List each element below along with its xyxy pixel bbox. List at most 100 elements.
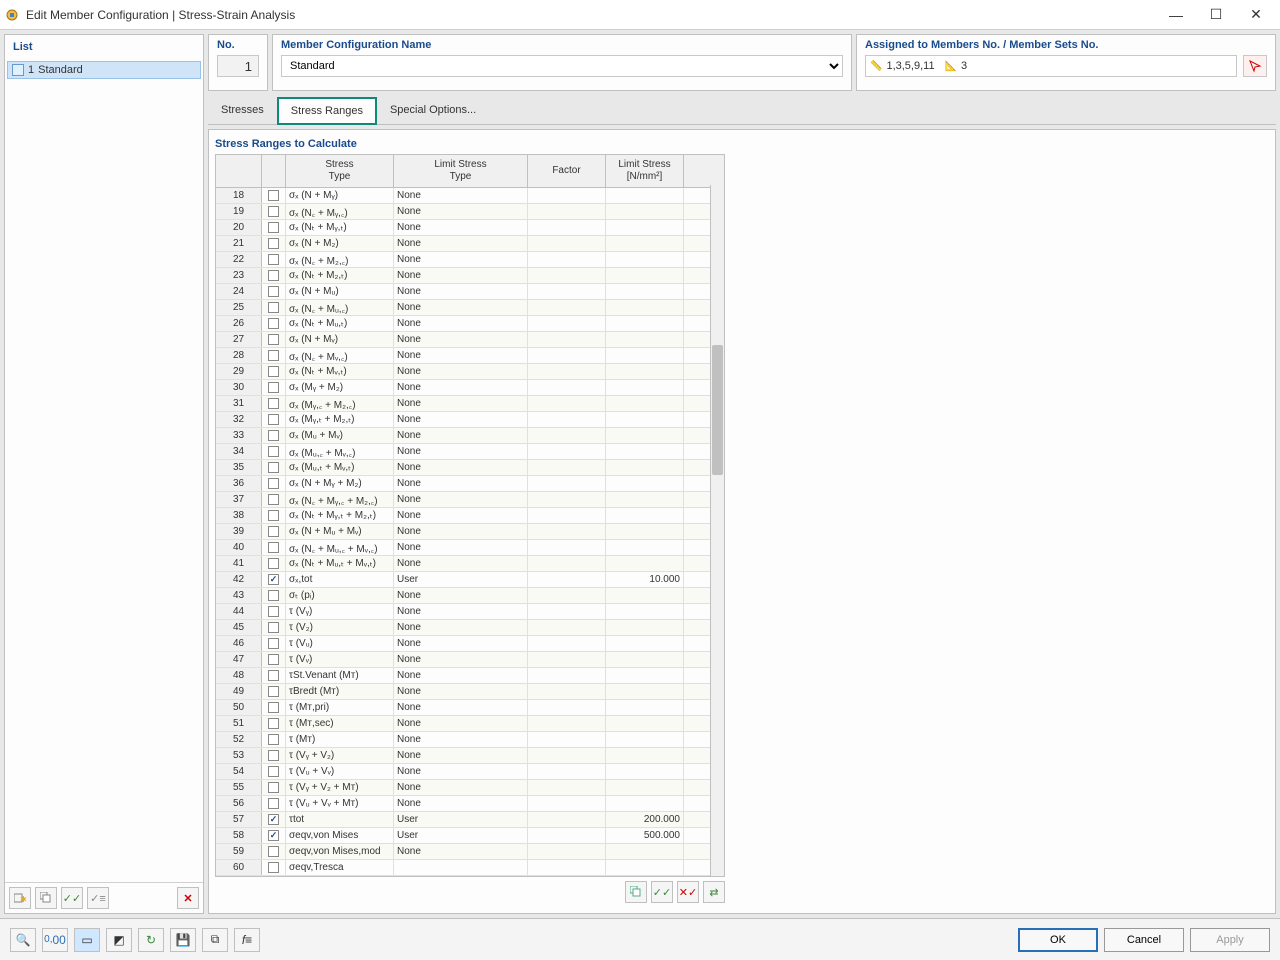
table-row[interactable]: 26σₓ (Nₜ + Mᵤ,ₜ)None	[216, 316, 724, 332]
row-limit-value[interactable]	[606, 332, 684, 347]
check-all-button[interactable]: ✓✓	[61, 887, 83, 909]
row-limit-value[interactable]	[606, 860, 684, 875]
scrollbar[interactable]	[710, 185, 724, 876]
table-row[interactable]: 47τ (Vᵥ)None	[216, 652, 724, 668]
row-limit-type[interactable]: None	[394, 796, 528, 811]
table-row[interactable]: 60σeqv,Tresca	[216, 860, 724, 876]
row-factor[interactable]	[528, 684, 606, 699]
row-factor[interactable]	[528, 604, 606, 619]
row-factor[interactable]	[528, 316, 606, 331]
row-limit-value[interactable]	[606, 236, 684, 251]
row-limit-type[interactable]: None	[394, 556, 528, 571]
row-checkbox[interactable]	[262, 684, 286, 699]
row-factor[interactable]	[528, 572, 606, 587]
row-checkbox[interactable]	[262, 844, 286, 859]
row-limit-value[interactable]	[606, 588, 684, 603]
table-row[interactable]: 29σₓ (Nₜ + Mᵥ,ₜ)None	[216, 364, 724, 380]
table-row[interactable]: 50τ (Mᴛ,pri)None	[216, 700, 724, 716]
row-limit-value[interactable]	[606, 220, 684, 235]
row-limit-value[interactable]	[606, 764, 684, 779]
table-row[interactable]: 39σₓ (N + Mᵤ + Mᵥ)None	[216, 524, 724, 540]
row-factor[interactable]	[528, 524, 606, 539]
row-factor[interactable]	[528, 652, 606, 667]
row-checkbox[interactable]	[262, 764, 286, 779]
row-limit-type[interactable]: None	[394, 844, 528, 859]
row-checkbox[interactable]	[262, 284, 286, 299]
row-limit-type[interactable]: None	[394, 396, 528, 411]
row-limit-type[interactable]: None	[394, 748, 528, 763]
row-limit-value[interactable]: 10.000	[606, 572, 684, 587]
tab-stress-ranges[interactable]: Stress Ranges	[277, 97, 377, 125]
row-limit-type[interactable]: None	[394, 300, 528, 315]
row-limit-type[interactable]: None	[394, 508, 528, 523]
table-row[interactable]: 57τtotUser200.000	[216, 812, 724, 828]
row-checkbox[interactable]	[262, 524, 286, 539]
copy-rows-button[interactable]	[625, 881, 647, 903]
row-checkbox[interactable]	[262, 652, 286, 667]
table-row[interactable]: 25σₓ (N꜀ + Mᵤ,꜀)None	[216, 300, 724, 316]
row-limit-value[interactable]	[606, 540, 684, 555]
row-limit-value[interactable]	[606, 604, 684, 619]
row-factor[interactable]	[528, 540, 606, 555]
row-limit-value[interactable]	[606, 204, 684, 219]
row-checkbox[interactable]	[262, 540, 286, 555]
copy-button[interactable]: ⧉	[202, 928, 228, 952]
row-limit-value[interactable]	[606, 700, 684, 715]
view1-button[interactable]: ▭	[74, 928, 100, 952]
table-row[interactable]: 35σₓ (Mᵤ,ₜ + Mᵥ,ₜ)None	[216, 460, 724, 476]
table-row[interactable]: 52τ (Mᴛ)None	[216, 732, 724, 748]
row-checkbox[interactable]	[262, 444, 286, 459]
row-factor[interactable]	[528, 668, 606, 683]
row-limit-type[interactable]: None	[394, 524, 528, 539]
table-row[interactable]: 58σeqv,von MisesUser500.000	[216, 828, 724, 844]
row-limit-type[interactable]: None	[394, 364, 528, 379]
table-row[interactable]: 42σₓ,totUser10.000	[216, 572, 724, 588]
row-limit-type[interactable]: None	[394, 316, 528, 331]
row-limit-value[interactable]	[606, 732, 684, 747]
table-row[interactable]: 49τBredt (Mᴛ)None	[216, 684, 724, 700]
row-limit-value[interactable]	[606, 316, 684, 331]
row-factor[interactable]	[528, 764, 606, 779]
row-factor[interactable]	[528, 204, 606, 219]
row-checkbox[interactable]	[262, 780, 286, 795]
table-row[interactable]: 18σₓ (N + Mᵧ)None	[216, 188, 724, 204]
row-limit-type[interactable]	[394, 860, 528, 875]
row-factor[interactable]	[528, 188, 606, 203]
row-factor[interactable]	[528, 860, 606, 875]
row-factor[interactable]	[528, 812, 606, 827]
table-row[interactable]: 53τ (Vᵧ + V₂)None	[216, 748, 724, 764]
delete-item-button[interactable]: ✕	[177, 887, 199, 909]
list-item-standard[interactable]: 1 Standard	[7, 61, 201, 79]
check-all-rows-button[interactable]: ✓✓	[651, 881, 673, 903]
table-row[interactable]: 30σₓ (Mᵧ + M₂)None	[216, 380, 724, 396]
row-limit-type[interactable]: None	[394, 668, 528, 683]
row-checkbox[interactable]	[262, 236, 286, 251]
table-row[interactable]: 28σₓ (N꜀ + Mᵥ,꜀)None	[216, 348, 724, 364]
row-checkbox[interactable]	[262, 460, 286, 475]
copy-item-button[interactable]	[35, 887, 57, 909]
row-checkbox[interactable]	[262, 636, 286, 651]
row-limit-type[interactable]: None	[394, 764, 528, 779]
row-checkbox[interactable]	[262, 396, 286, 411]
row-factor[interactable]	[528, 300, 606, 315]
table-row[interactable]: 27σₓ (N + Mᵥ)None	[216, 332, 724, 348]
table-row[interactable]: 46τ (Vᵤ)None	[216, 636, 724, 652]
row-limit-value[interactable]	[606, 636, 684, 651]
row-limit-type[interactable]: None	[394, 348, 528, 363]
row-factor[interactable]	[528, 620, 606, 635]
row-limit-value[interactable]	[606, 364, 684, 379]
row-factor[interactable]	[528, 236, 606, 251]
row-checkbox[interactable]	[262, 300, 286, 315]
table-row[interactable]: 37σₓ (N꜀ + Mᵧ,꜀ + M₂,꜀)None	[216, 492, 724, 508]
minimize-button[interactable]: —	[1156, 1, 1196, 29]
view2-button[interactable]: ◩	[106, 928, 132, 952]
row-factor[interactable]	[528, 364, 606, 379]
row-limit-value[interactable]	[606, 476, 684, 491]
row-checkbox[interactable]	[262, 252, 286, 267]
apply-button[interactable]: Apply	[1190, 928, 1270, 952]
table-row[interactable]: 54τ (Vᵤ + Vᵥ)None	[216, 764, 724, 780]
row-limit-type[interactable]: None	[394, 220, 528, 235]
table-row[interactable]: 22σₓ (N꜀ + M₂,꜀)None	[216, 252, 724, 268]
units-button[interactable]: 0,00	[42, 928, 68, 952]
row-factor[interactable]	[528, 732, 606, 747]
